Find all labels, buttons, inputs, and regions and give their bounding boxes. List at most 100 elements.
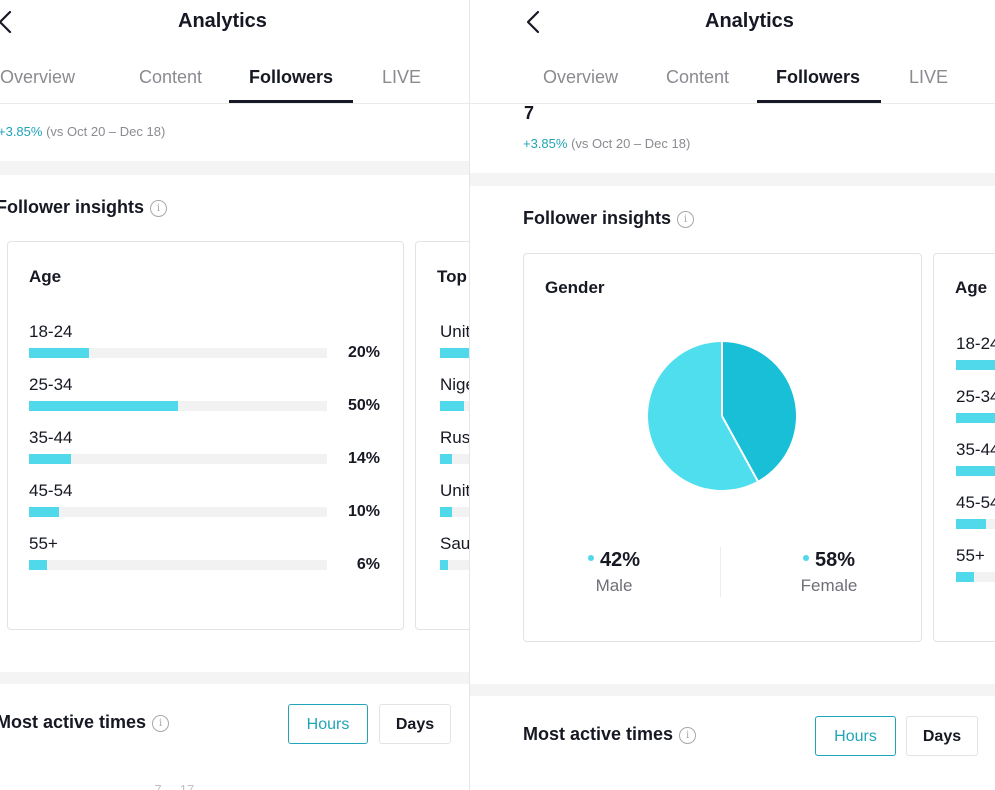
bar-label: 25-34 <box>956 387 995 406</box>
bar-label: 45-54 <box>956 493 995 512</box>
age-card-title: Age <box>29 267 62 286</box>
info-icon[interactable]: i <box>677 211 695 228</box>
section-gap <box>0 672 470 684</box>
bar-track <box>956 519 995 529</box>
tab-content[interactable]: Content <box>666 67 730 87</box>
days-button[interactable]: Days <box>379 704 451 744</box>
bar-track <box>29 560 327 570</box>
pie-slice-female <box>648 342 758 490</box>
bar-track <box>956 466 995 476</box>
gender-pie-chart <box>648 342 796 490</box>
gender-card: Gender 42% Male 58% Female <box>523 253 922 642</box>
chart-axis-hint: ... 7 ... 17 ... ... ... <box>140 782 238 790</box>
bar-label: 45-54 <box>29 481 73 500</box>
left-analytics-screen: Analytics Overview Content Followers LIV… <box>0 0 470 790</box>
bar-percent: 6% <box>356 556 380 573</box>
bar-label: 35-44 <box>956 440 995 459</box>
tabs-separator <box>470 103 995 104</box>
bar-label: Sau <box>440 534 470 553</box>
bar-fill <box>29 560 47 570</box>
bar-label: Nige <box>440 375 470 394</box>
follower-growth: +3.85% (vs Oct 20 – Dec 18) <box>523 136 690 151</box>
page-title: Analytics <box>178 10 267 32</box>
bar-track <box>956 413 995 423</box>
section-gap <box>470 684 995 696</box>
gender-card-title: Gender <box>545 278 605 297</box>
bar-fill <box>440 560 448 570</box>
most-active-times-title: Most active times i <box>0 712 170 733</box>
follower-count: 7 <box>524 103 535 123</box>
bar-fill <box>956 572 974 582</box>
growth-range: (vs Oct 20 – Dec 18) <box>46 124 166 139</box>
bar-percent: 50% <box>347 397 380 414</box>
info-icon[interactable]: i <box>152 715 170 732</box>
tab-followers[interactable]: Followers <box>249 67 334 87</box>
hours-button[interactable]: Hours <box>288 704 368 744</box>
bar-fill <box>956 466 995 476</box>
bar-track <box>956 360 995 370</box>
legend-separator <box>720 547 721 597</box>
tabs-separator <box>0 103 470 104</box>
growth-percent: +3.85% <box>523 136 568 151</box>
bar-fill <box>29 507 59 517</box>
tab-live[interactable]: LIVE <box>909 67 949 87</box>
bar-fill <box>29 454 71 464</box>
tab-followers[interactable]: Followers <box>776 67 861 87</box>
bar-track <box>440 560 470 570</box>
bar-percent: 10% <box>347 503 380 520</box>
most-active-times-title: Most active times i <box>523 724 697 745</box>
tab-overview[interactable]: Overview <box>0 67 76 87</box>
growth-range: (vs Oct 20 – Dec 18) <box>571 136 691 151</box>
bar-label: 25-34 <box>29 375 73 394</box>
top-countries-title: Top <box>437 267 467 286</box>
bar-percent: 14% <box>347 450 380 467</box>
most-active-times-label: Most active times <box>0 712 147 732</box>
bar-percent: 20% <box>347 344 380 361</box>
chevron-left-icon <box>0 10 12 34</box>
tab-live[interactable]: LIVE <box>382 67 422 87</box>
section-gap <box>0 161 470 175</box>
female-legend-dot <box>802 555 809 561</box>
bar-label: 18-24 <box>956 334 995 353</box>
bar-track <box>440 348 470 358</box>
info-icon[interactable]: i <box>679 727 697 744</box>
bar-fill <box>29 348 89 358</box>
bar-track <box>29 348 327 358</box>
hours-button[interactable]: Hours <box>815 716 896 756</box>
back-button[interactable] <box>522 8 546 36</box>
bar-track <box>440 507 470 517</box>
bar-fill <box>956 413 995 423</box>
right-analytics-screen: Analytics Overview Content Followers LIV… <box>470 0 995 790</box>
top-countries-card: Top Unit Nige Rus Unit Sau <box>415 241 470 630</box>
female-percent-value: 58% <box>814 549 856 571</box>
follower-insights-label: Follower insights <box>523 208 672 228</box>
bar-fill <box>956 360 995 370</box>
bar-track <box>440 454 470 464</box>
female-label: Female <box>800 576 858 595</box>
info-icon[interactable]: i <box>150 200 168 217</box>
pie-slice-separator <box>721 415 759 482</box>
tab-content[interactable]: Content <box>139 67 203 87</box>
back-button[interactable] <box>0 8 18 36</box>
active-tab-indicator <box>757 100 881 103</box>
bar-label: 55+ <box>29 534 58 553</box>
chevron-left-icon <box>526 10 540 34</box>
follower-insights-label: Follower insights <box>0 197 145 217</box>
bar-track <box>956 572 995 582</box>
age-card-title: Age <box>955 278 988 297</box>
bar-label: 18-24 <box>29 322 73 341</box>
age-card: Age 18-24 20% 25-34 50% 35-44 14% 45-54 10% 55+ 6… <box>7 241 404 630</box>
days-button[interactable]: Days <box>906 716 978 756</box>
bar-fill <box>956 519 986 529</box>
male-percent-value: 42% <box>599 549 641 571</box>
growth-percent: +3.85% <box>0 124 43 139</box>
age-card: Age 18-24 25-34 35-44 45-54 55+ <box>933 253 995 642</box>
tab-overview[interactable]: Overview <box>543 67 619 87</box>
screen-divider <box>469 0 470 790</box>
bar-track <box>440 401 470 411</box>
bar-label: Unit <box>440 322 470 341</box>
page-title: Analytics <box>705 10 794 32</box>
most-active-times-label: Most active times <box>523 724 674 744</box>
active-tab-indicator <box>229 100 353 103</box>
bar-label: 35-44 <box>29 428 73 447</box>
